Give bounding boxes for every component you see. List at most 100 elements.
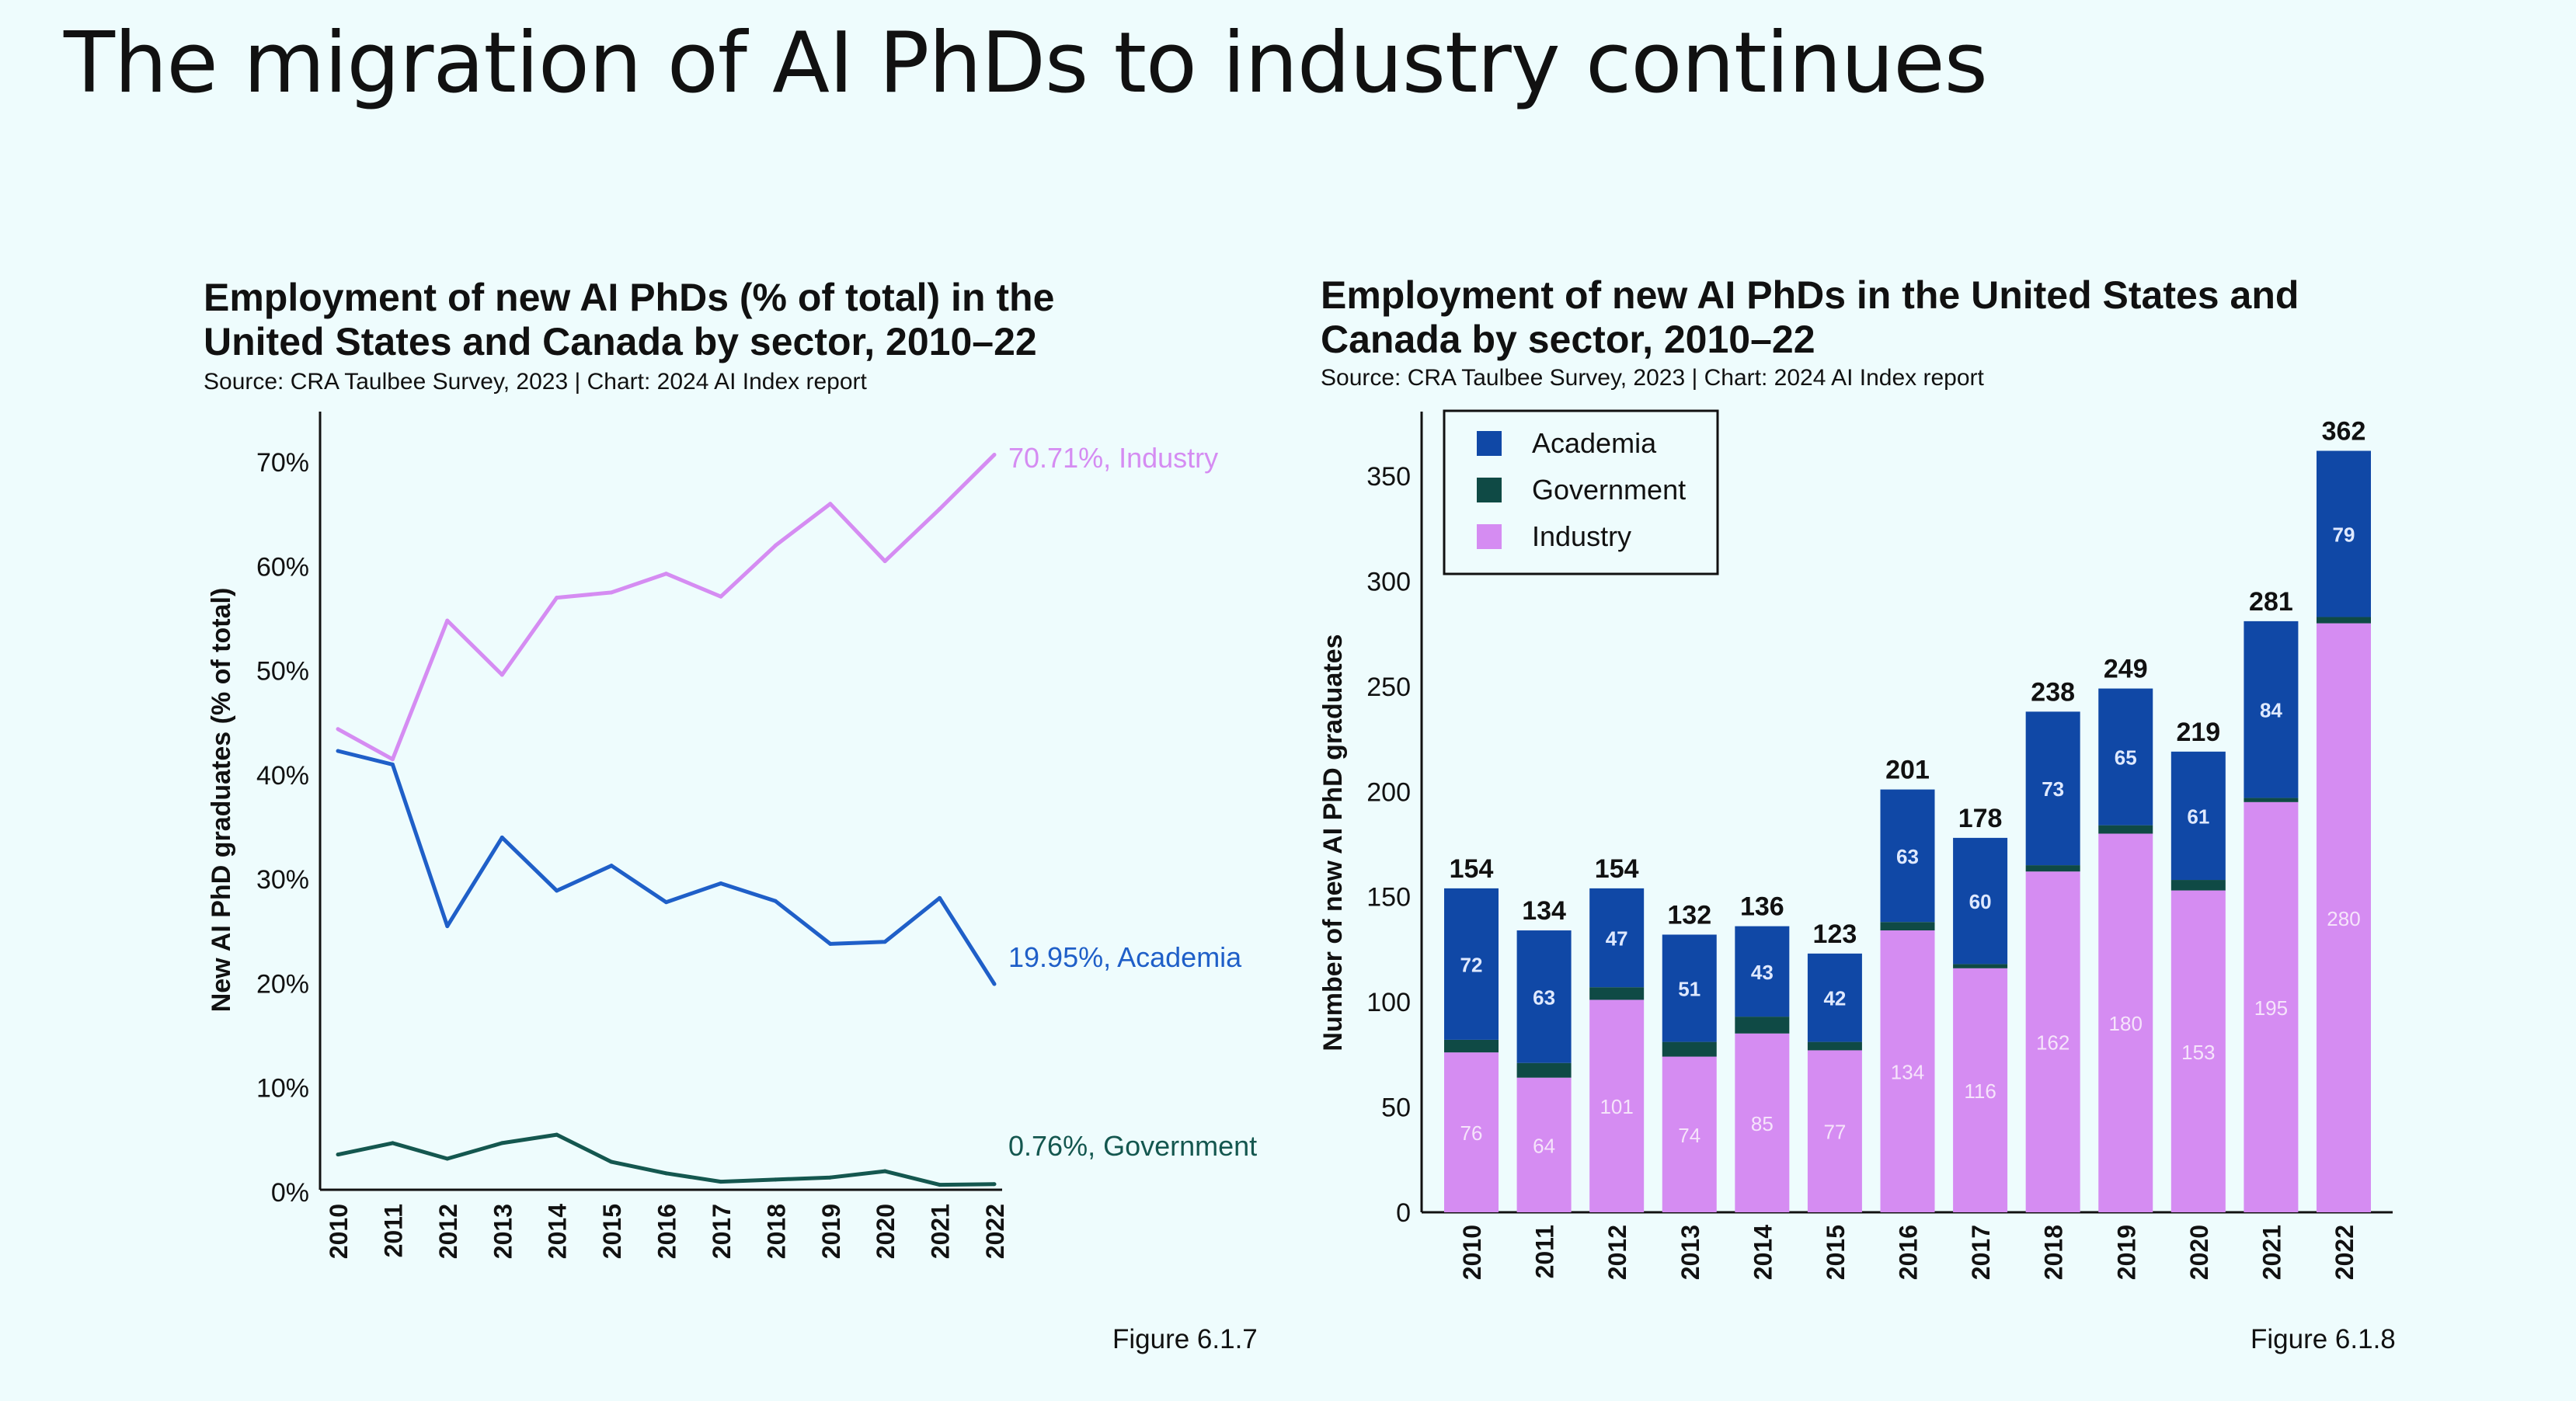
bar-government [1735, 1017, 1790, 1034]
series-point-industry [555, 596, 559, 600]
bar-chart-y-tick-label: 250 [1366, 673, 1411, 702]
series-end-label-government: 0.76%, Government [1008, 1130, 1257, 1162]
bar-chart-title-line-1: Employment of new AI PhDs in the United … [1321, 273, 2299, 317]
line-chart-x-tick-label: 2011 [379, 1204, 407, 1257]
series-point-academia [609, 864, 614, 868]
series-point-industry [445, 618, 450, 623]
bar-industry [1662, 1056, 1717, 1212]
bar-chart-x-tick-label: 2016 [1895, 1225, 1923, 1280]
bar-chart-y-tick-label: 50 [1381, 1093, 1411, 1123]
bar-industry-value-label: 162 [2036, 1031, 2070, 1055]
slide-title: The migration of AI PhDs to industry con… [64, 15, 1988, 112]
line-chart-y-tick-label: 70% [256, 448, 309, 478]
bar-government [1880, 922, 1935, 931]
bar-industry-value-label: 77 [1823, 1121, 1846, 1144]
bar-chart-x-tick-label: 2011 [1531, 1225, 1559, 1278]
series-point-government [938, 1183, 942, 1187]
line-chart-x-tick-label: 2016 [653, 1204, 681, 1259]
series-point-government [664, 1171, 668, 1176]
bar-academia [2025, 711, 2080, 866]
bar-chart-x-tick-label: 2022 [2331, 1225, 2358, 1280]
line-chart-title-line-2: United States and Canada by sector, 2010… [204, 320, 1037, 363]
series-point-academia [828, 941, 833, 946]
bar-government [2170, 880, 2226, 891]
bar-chart-title-line-2: Canada by sector, 2010–22 [1321, 318, 1815, 361]
series-line-government [337, 1132, 995, 1187]
series-point-academia [390, 762, 395, 767]
bar-academia-value-label: 63 [1896, 845, 1919, 868]
bar-academia-value-label: 61 [2187, 805, 2209, 828]
bar-chart: 0 50 100 150 200 250 300 350 Number of new AI Ph… [1318, 409, 2393, 1280]
bar-government [2098, 825, 2153, 834]
bar-industry [2244, 801, 2299, 1212]
line-chart-x-tick-label: 2021 [927, 1204, 955, 1259]
series-point-industry [773, 543, 778, 548]
bar-industry [2170, 890, 2226, 1212]
legend-swatch-government [1477, 478, 1502, 502]
bar-chart-x-tick-label: 2019 [2112, 1225, 2140, 1280]
bar-industry-value-label: 116 [1964, 1079, 1996, 1103]
bar-industry [1516, 1077, 1572, 1212]
series-line-academia [337, 749, 997, 986]
bar-industry-value-label: 76 [1460, 1121, 1483, 1145]
series-point-government [828, 1175, 833, 1180]
bar-industry [2098, 833, 2153, 1212]
series-point-government [773, 1177, 778, 1182]
series-point-academia [445, 924, 450, 929]
line-chart-x-tick-label: 2013 [489, 1204, 517, 1259]
bar-industry [1735, 1033, 1790, 1212]
bar-government [1444, 1039, 1499, 1053]
series-point-government [609, 1159, 614, 1164]
series-point-government [555, 1132, 559, 1137]
line-chart-caption: Figure 6.1.7 [1112, 1324, 1258, 1354]
line-chart-y-tick-label: 10% [256, 1074, 309, 1104]
line-chart-y-tick-label: 60% [256, 552, 309, 582]
series-point-government [719, 1180, 723, 1184]
bar-industry [2025, 871, 2080, 1212]
bar-industry [2317, 623, 2371, 1212]
bar-academia-value-label: 51 [1678, 978, 1701, 1001]
bar-government [1807, 1041, 1862, 1051]
bar-total-label: 136 [1740, 892, 1784, 922]
series-point-industry [500, 673, 504, 677]
series-end-label-industry: 70.71%, Industry [1008, 442, 1218, 474]
bar-chart-x-tick-label: 2012 [1603, 1225, 1631, 1280]
bar-academia-value-label: 63 [1533, 986, 1555, 1009]
series-point-industry [719, 594, 723, 599]
bar-industry-value-label: 85 [1751, 1112, 1774, 1135]
bar-chart-x-tick-label: 2014 [1749, 1225, 1777, 1280]
bar-total-label: 178 [1958, 804, 2003, 833]
bar-chart-x-tick-label: 2010 [1458, 1225, 1486, 1280]
bar-academia-value-label: 60 [1969, 890, 1992, 913]
bar-academia [1953, 837, 2008, 965]
legend-swatch-industry [1477, 524, 1502, 549]
bar-academia-value-label: 84 [2260, 699, 2282, 722]
bar-academia [1880, 789, 1935, 923]
bar-chart-y-tick-label: 350 [1366, 462, 1411, 492]
bar-chart-x-tick-label: 2020 [2185, 1225, 2213, 1280]
series-point-industry [664, 572, 668, 576]
line-chart-title-line-1: Employment of new AI PhDs (% of total) i… [204, 276, 1055, 319]
bar-academia [2170, 751, 2226, 881]
bar-total-label: 249 [2104, 655, 2148, 684]
series-point-academia [992, 982, 997, 986]
bar-chart-x-tick-label: 2015 [1822, 1225, 1850, 1280]
bar-government [1662, 1041, 1717, 1057]
series-point-government [992, 1182, 997, 1187]
line-chart-x-tick-label: 2020 [872, 1204, 900, 1259]
bar-government [1516, 1062, 1572, 1078]
bar-total-label: 219 [2176, 718, 2220, 747]
legend-label-government: Government [1532, 474, 1686, 506]
line-chart-x-tick-label: 2019 [817, 1204, 845, 1259]
line-chart-x-tick-label: 2012 [434, 1204, 462, 1259]
series-point-academia [773, 899, 778, 903]
bar-academia-value-label: 47 [1606, 927, 1628, 951]
bar-academia [1589, 888, 1645, 988]
bar-industry-value-label: 64 [1533, 1134, 1555, 1157]
bar-chart-y-tick-label: 300 [1366, 567, 1411, 596]
bar-total-label: 238 [2031, 677, 2075, 707]
bar-government [1953, 964, 2008, 968]
bar-academia-value-label: 73 [2042, 777, 2064, 801]
bar-chart-y-tick-label: 0 [1396, 1198, 1411, 1228]
